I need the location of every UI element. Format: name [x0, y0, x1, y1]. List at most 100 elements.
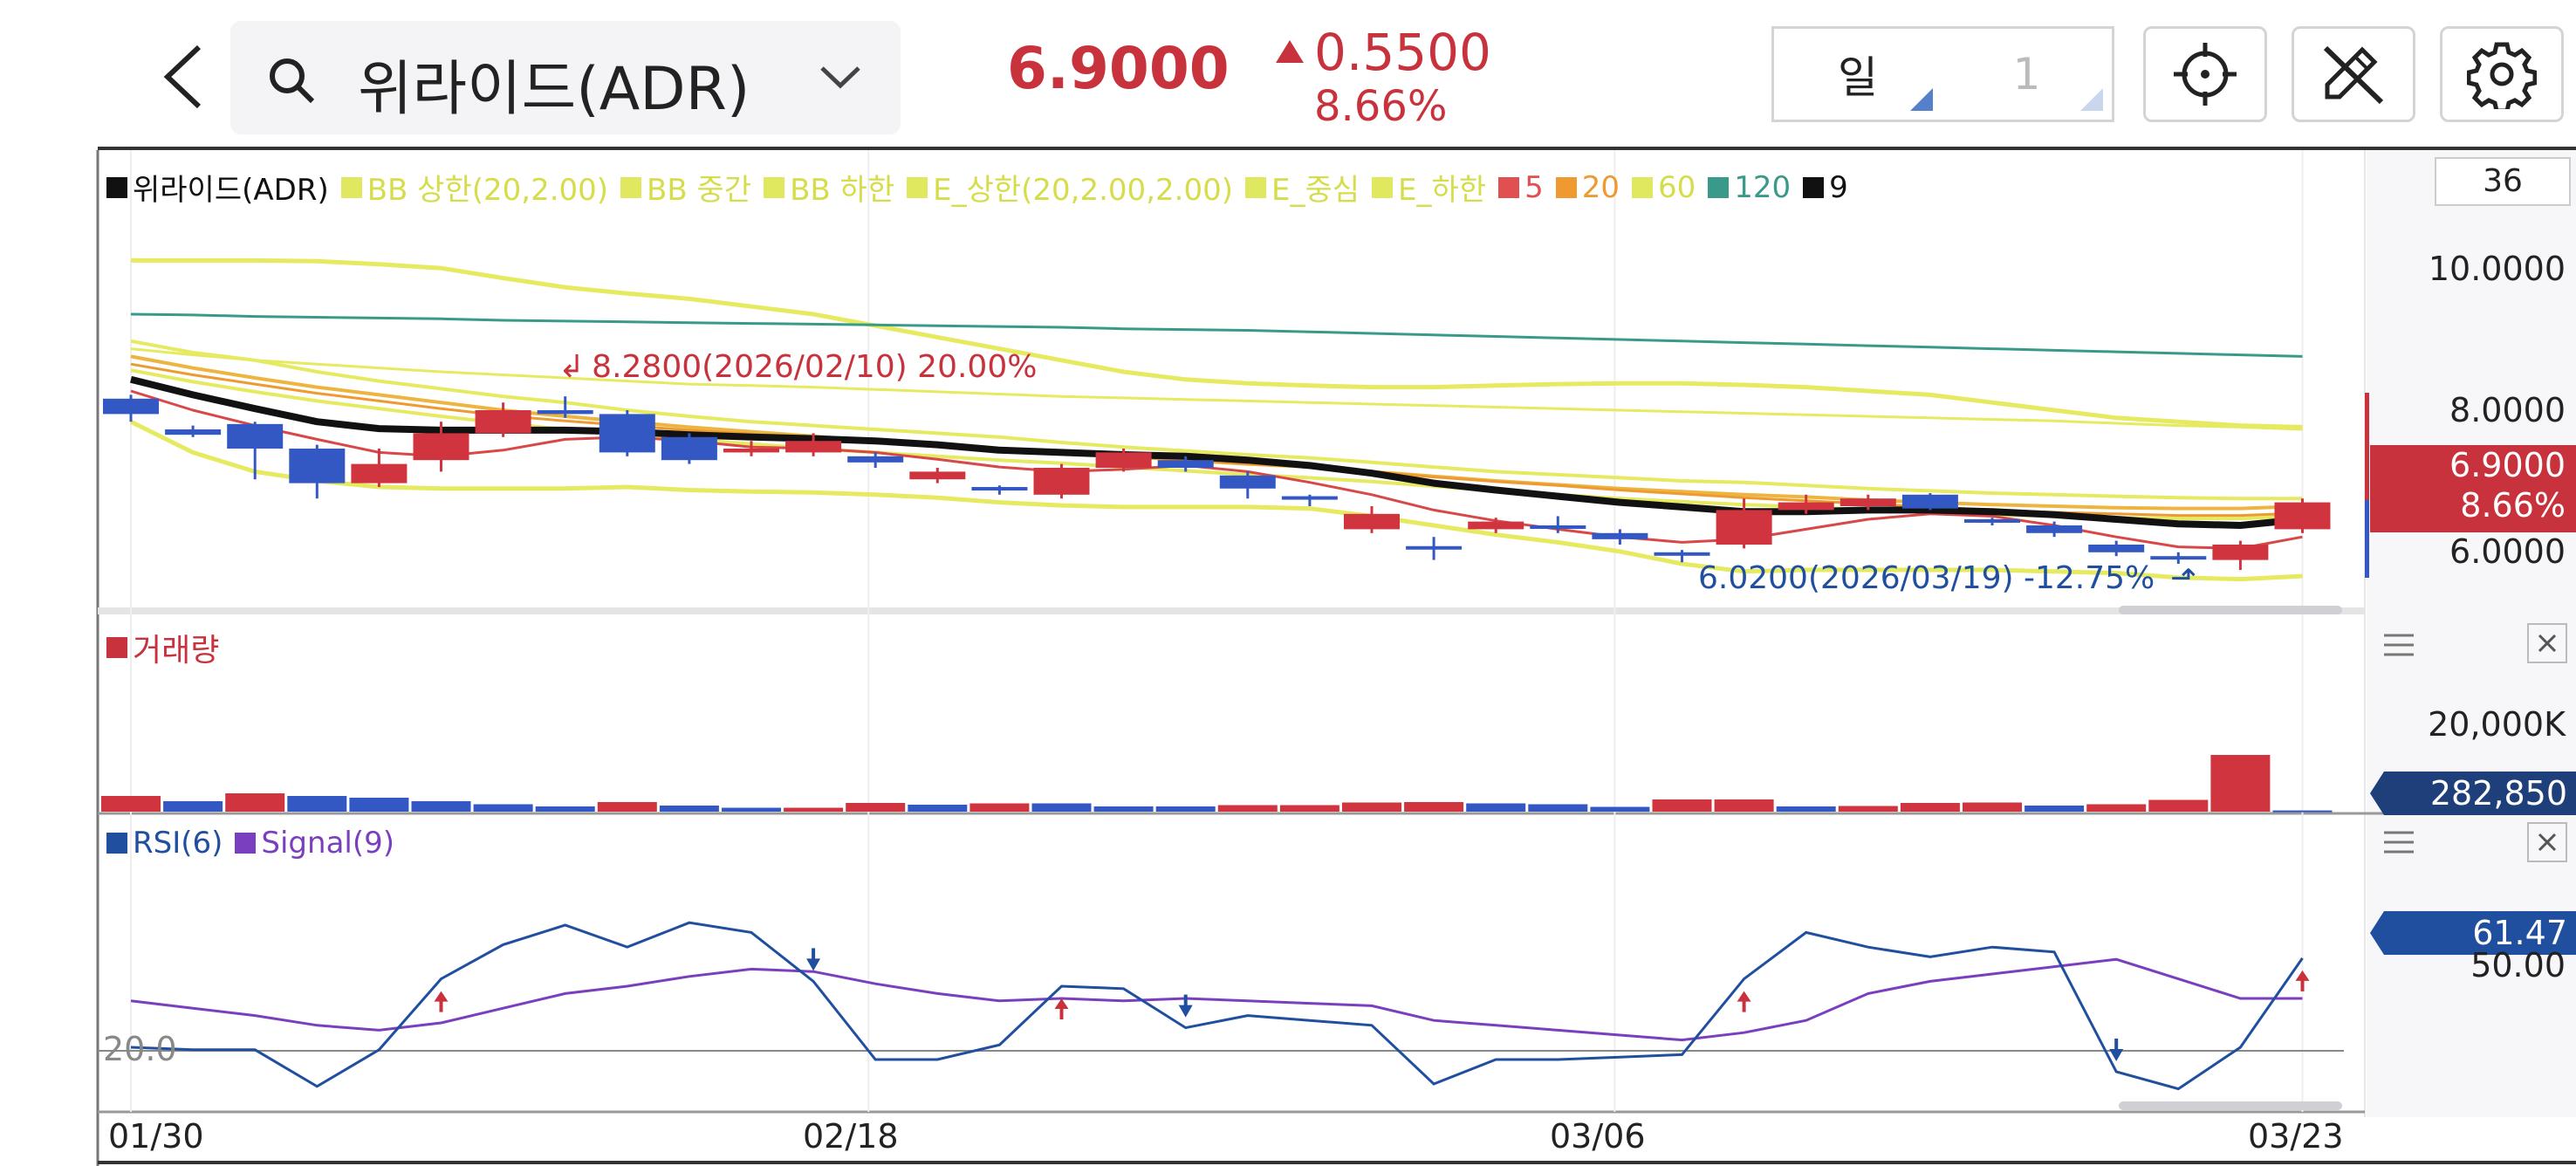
candle-body — [723, 449, 779, 453]
legend-swatch — [1372, 176, 1394, 198]
rsi-legend-label: RSI(6) — [133, 826, 223, 861]
candle-body — [785, 441, 842, 453]
high-price-note-text: 8.2800(2026/02/10) 20.00% — [592, 349, 1038, 385]
chevron-down-icon[interactable] — [819, 65, 862, 91]
candle-body — [2274, 502, 2331, 530]
candle-body — [1219, 475, 1276, 489]
legend-swatch — [235, 833, 257, 854]
search-icon — [270, 58, 315, 104]
x-axis-label: 03/23 — [2248, 1117, 2344, 1156]
legend-swatch — [764, 176, 785, 198]
volume-bar — [1590, 806, 1650, 812]
volume-bar — [1217, 805, 1278, 812]
candle-body — [1901, 494, 1958, 509]
legend-item: E_상한(20,2.00,2.00) — [907, 166, 1233, 209]
sell-signal-marker — [1178, 1005, 1193, 1018]
volume-bar — [1838, 806, 1898, 812]
legend-label: 120 — [1734, 169, 1792, 205]
legend-swatch — [907, 176, 928, 198]
volume-tick-label: 20,000K — [2428, 705, 2566, 744]
x-axis-label: 01/30 — [108, 1117, 204, 1156]
candle-body — [1716, 510, 1772, 545]
stock-name: 위라이드(ADR) — [358, 55, 750, 124]
legend-swatch — [106, 176, 127, 198]
legend-swatch — [1803, 176, 1825, 198]
volume-bar — [225, 793, 285, 812]
volume-bar — [287, 796, 347, 812]
candle-body — [227, 423, 284, 449]
back-button[interactable] — [148, 37, 218, 117]
drawing-off-icon — [2323, 45, 2384, 105]
legend-label: E_상한(20,2.00,2.00) — [933, 173, 1233, 208]
crosshair-button[interactable] — [2143, 26, 2267, 122]
volume-bar — [1714, 799, 1774, 812]
legend-swatch — [1555, 176, 1577, 198]
legend-label: BB 상한(20,2.00) — [367, 173, 609, 208]
axis-background — [2367, 150, 2576, 1117]
drawing-tools-toggle-button[interactable] — [2292, 26, 2415, 122]
legend-item: E_중심 — [1244, 166, 1360, 209]
rsi-baseline-label: 20.0 — [103, 1030, 177, 1068]
signal-line — [130, 957, 2303, 1042]
candle-body — [1530, 525, 1586, 529]
main-legend: 위라이드(ADR) BB 상한(20,2.00) BB 중간 BB 하한 E_상한(20… — [106, 166, 1860, 209]
indicator-line — [130, 312, 2303, 358]
zoom-level-box[interactable]: 36 — [2435, 157, 2571, 206]
legend-label: E_중심 — [1271, 173, 1360, 208]
volume-bar — [2210, 755, 2271, 812]
volume-bar — [1279, 805, 1339, 812]
candle-body — [847, 456, 904, 463]
indicator-line — [130, 389, 2303, 550]
period-unit-selector[interactable]: 일 — [1771, 26, 1944, 122]
close-icon[interactable] — [2527, 623, 2567, 663]
current-volume-tag: 282,850 — [2429, 774, 2567, 813]
candle-body — [165, 429, 222, 436]
legend-label: 5 — [1524, 169, 1544, 205]
legend-item: 위라이드(ADR) — [106, 166, 329, 209]
legend-swatch — [1708, 176, 1730, 198]
legend-label: E_하한 — [1398, 173, 1487, 208]
candle-body — [2150, 556, 2207, 560]
rsi-line — [130, 921, 2304, 1091]
legend-item: BB 하한 — [764, 166, 894, 209]
corner-indicator-icon — [2080, 88, 2103, 111]
legend-label: 위라이드(ADR) — [133, 173, 329, 208]
gear-icon — [2467, 42, 2537, 109]
volume-bar — [1404, 802, 1464, 812]
horizontal-scrollbar[interactable] — [2119, 1101, 2342, 1110]
x-icon — [2538, 833, 2557, 852]
legend-swatch — [1244, 176, 1266, 198]
volume-tag-arrow — [2370, 772, 2576, 815]
stock-search-box[interactable]: 위라이드(ADR) — [230, 21, 901, 134]
candle-body — [1033, 468, 1090, 495]
volume-bar — [1466, 803, 1526, 812]
horizontal-scrollbar[interactable] — [2119, 606, 2342, 614]
corner-indicator-icon — [1910, 88, 1933, 111]
chevron-left-icon — [163, 45, 202, 109]
menu-icon[interactable] — [2382, 829, 2415, 855]
current-price-tag-value: 6.9000 — [2449, 446, 2566, 484]
candle-body — [661, 436, 717, 461]
menu-icon[interactable] — [2382, 632, 2415, 658]
legend-item: 120 — [1708, 170, 1791, 205]
volume-legend-label: 거래량 — [133, 633, 220, 669]
legend-item: 5 — [1498, 170, 1544, 205]
candle-body — [909, 471, 966, 480]
close-icon[interactable] — [2527, 822, 2567, 862]
current-price: 6.9000 — [1007, 35, 1230, 102]
candle-body — [103, 398, 159, 415]
legend-item: E_하한 — [1372, 166, 1486, 209]
volume-bar — [349, 798, 409, 812]
triangle-up-icon — [1276, 40, 1304, 63]
buy-signal-marker — [1054, 998, 1069, 1009]
high-price-note: ↲ 8.2800(2026/02/10) 20.00% — [558, 349, 1037, 385]
price-change-pct: 8.66% — [1314, 82, 1448, 131]
candle-body — [413, 433, 469, 461]
candle-body — [289, 449, 346, 484]
volume-bar — [1776, 806, 1836, 812]
period-value-selector[interactable]: 1 — [1942, 26, 2114, 122]
settings-button[interactable] — [2440, 26, 2564, 122]
volume-bar — [722, 807, 781, 812]
candle-body — [537, 410, 593, 415]
